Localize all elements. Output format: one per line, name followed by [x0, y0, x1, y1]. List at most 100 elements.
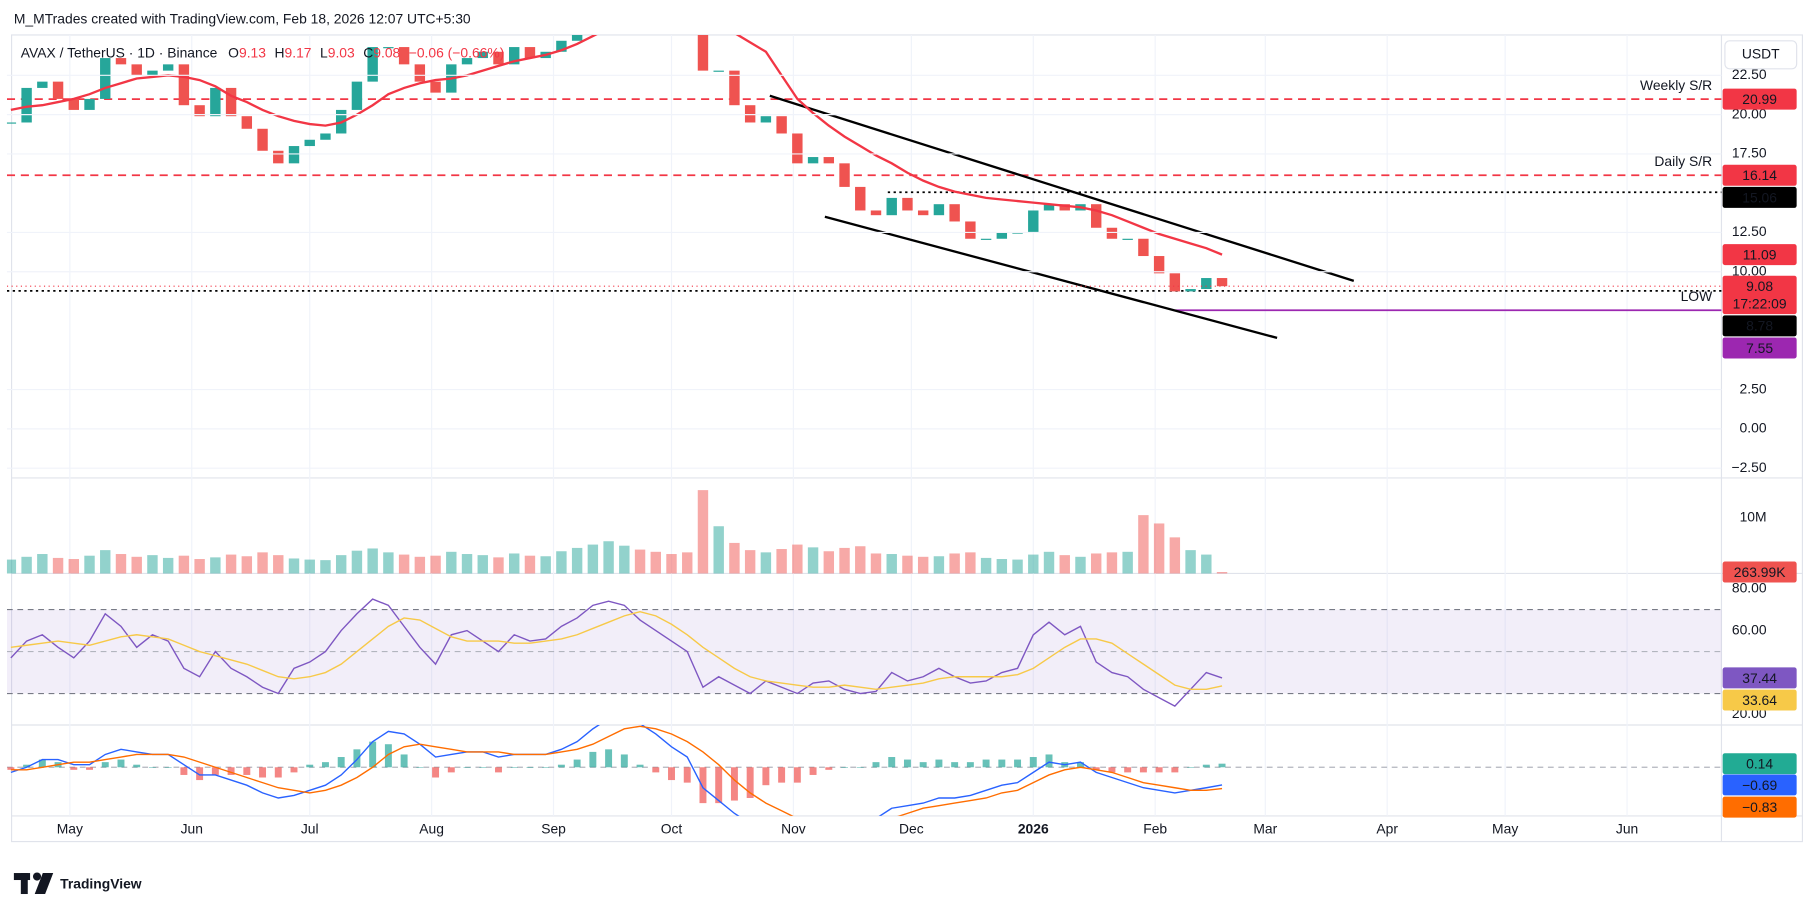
volume-bar [162, 557, 174, 574]
level-value: 16.14 [1742, 167, 1777, 183]
volume-bar [949, 553, 960, 574]
symbol: AVAX / TetherUS · 1D · Binance [21, 44, 218, 60]
x-tick-label: Jun [181, 821, 203, 837]
volume-bar [760, 552, 772, 574]
series-value: −0.69 [1742, 777, 1777, 793]
histogram-bar [479, 767, 487, 768]
volume-bar [178, 555, 190, 574]
histogram-bar [495, 767, 502, 773]
ma-value-box [1722, 244, 1797, 266]
candle [131, 64, 142, 76]
volume-bar [210, 557, 221, 574]
candle [949, 204, 960, 222]
candle [241, 116, 253, 129]
series-value-box [1722, 667, 1797, 689]
y-tick-label: 2.50 [1740, 380, 1767, 396]
volume-bar [666, 554, 677, 574]
volume-bar [807, 547, 819, 574]
pane [6, 490, 1228, 574]
candle [273, 150, 284, 164]
x-tick-label: Jun [1616, 821, 1638, 837]
x-tick-label: May [1492, 821, 1518, 837]
histogram-bar [196, 767, 204, 781]
volume-bar [1201, 554, 1212, 574]
histogram-bar [605, 749, 613, 768]
y-tick-label: 10M [1740, 509, 1767, 525]
volume-bar [52, 557, 64, 574]
candle [1169, 273, 1181, 292]
plot-layer: May Jun Jul Aug Sep Oct Nov Dec 2026 Feb Mar Apr May… [6, 34, 1722, 837]
volume-value: 263.99K [1734, 564, 1786, 580]
last-price: 9.08 [1746, 278, 1773, 294]
candle [697, 34, 709, 71]
logo-shape [34, 873, 54, 895]
volume-bar [225, 554, 237, 574]
histogram-bar [636, 764, 644, 768]
histogram-bar [227, 767, 235, 775]
histogram-bar [1171, 767, 1179, 773]
histogram-bar [447, 767, 455, 773]
histogram-bar [683, 767, 691, 783]
histogram-bar [180, 767, 188, 775]
histogram-bar [117, 759, 125, 768]
candle [351, 81, 363, 110]
histogram-bar [1045, 754, 1053, 768]
volume-bar [540, 556, 551, 574]
histogram-bar [463, 767, 471, 768]
histogram-value: 0.14 [1746, 755, 1773, 771]
x-tick-label: 2026 [1018, 821, 1049, 837]
volume-bar [1153, 523, 1165, 574]
histogram-bar [337, 757, 345, 768]
currency-label[interactable]: USDT [1742, 45, 1780, 61]
volume-bar [917, 556, 929, 574]
histogram-bar [1124, 767, 1132, 773]
y-tick-label: 10.00 [1732, 262, 1767, 278]
candle [744, 105, 756, 123]
volume-bar [414, 556, 426, 574]
histogram-bar [1139, 767, 1147, 773]
volume-bar [1185, 550, 1196, 574]
logo-shape [20, 873, 28, 895]
candle [524, 47, 536, 59]
level-label: Weekly S/R [1640, 77, 1712, 93]
candle [398, 47, 410, 65]
histogram-bar [274, 767, 282, 778]
histogram-bar [1155, 767, 1163, 773]
histogram-bar [620, 754, 628, 768]
candle [21, 87, 32, 123]
volume-bar [1169, 537, 1181, 574]
volume-bar [147, 555, 158, 574]
logo-shape [32, 872, 42, 881]
currency-button[interactable] [1724, 40, 1798, 70]
candle [807, 157, 819, 164]
volume-bar [776, 549, 787, 574]
volume-bar [886, 554, 897, 574]
histogram-bar [557, 764, 565, 768]
series-line [10, 725, 1223, 816]
volume-bar [446, 551, 457, 574]
volume-bar [682, 552, 693, 574]
histogram-bar [998, 759, 1006, 768]
candle [194, 105, 205, 117]
histogram-bar [369, 741, 377, 768]
volume-bar [1075, 556, 1086, 574]
candle [84, 98, 95, 110]
histogram-bar [101, 762, 109, 768]
histogram-bar [872, 762, 880, 768]
histogram-bar [321, 762, 329, 768]
candle [886, 197, 897, 216]
series-value: −0.83 [1742, 799, 1777, 815]
histogram-bar [1092, 767, 1100, 770]
x-tick-label: Oct [661, 821, 683, 837]
candle [68, 98, 79, 110]
candle [1153, 256, 1165, 274]
volume-bar [729, 542, 740, 574]
histogram-bar [966, 762, 974, 768]
histogram-bar [542, 767, 550, 768]
histogram-bar [86, 767, 93, 770]
volume-bar [855, 546, 866, 574]
candle [383, 47, 394, 49]
candle [855, 186, 866, 211]
